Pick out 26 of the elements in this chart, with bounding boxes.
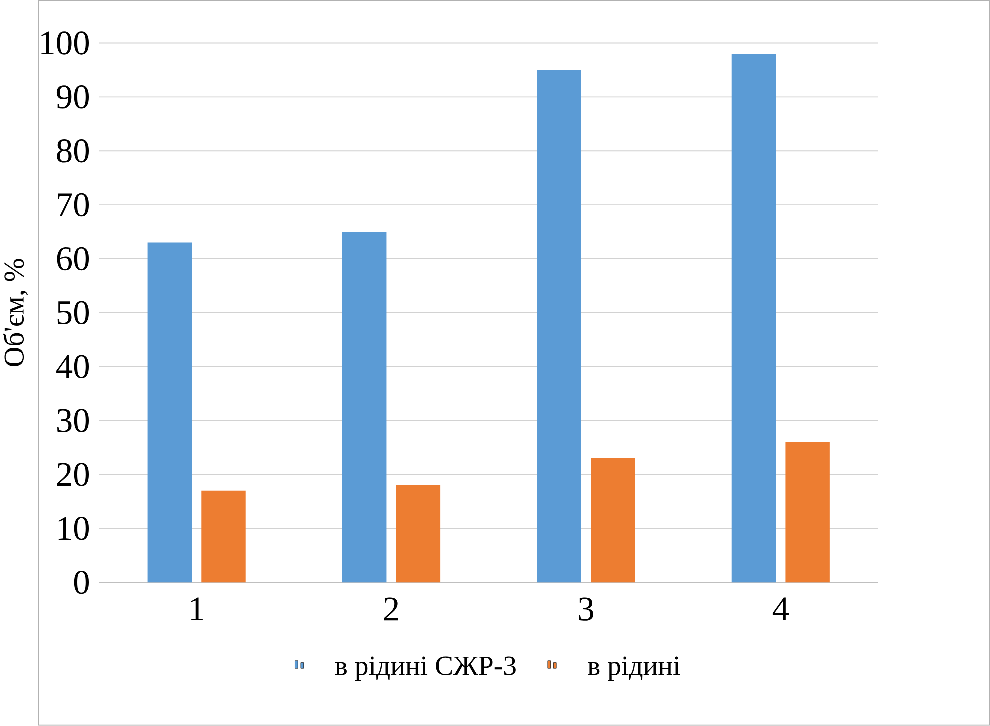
y-tick-label: 90 xyxy=(56,86,90,109)
y-tick-label: 70 xyxy=(58,193,90,217)
y-tick-label: 10 xyxy=(58,517,90,540)
bar xyxy=(396,486,441,583)
bar xyxy=(342,232,387,583)
legend-label: в рідині xyxy=(588,656,680,682)
y-tick-label: 40 xyxy=(56,355,90,379)
y-axis-title: Об'єм, % xyxy=(3,259,28,367)
y-tick-label: 80 xyxy=(57,140,90,163)
bar xyxy=(537,70,582,583)
bar xyxy=(591,458,636,583)
bar xyxy=(786,442,830,583)
y-tick-label: 60 xyxy=(57,247,90,271)
x-tick-label: 3 xyxy=(579,598,594,621)
x-tick-label: 1 xyxy=(191,598,204,621)
x-tick-label: 4 xyxy=(772,598,789,621)
x-tick-label: 2 xyxy=(384,598,398,621)
y-tick-label: 30 xyxy=(58,409,90,432)
bar xyxy=(202,490,246,583)
bar xyxy=(148,242,192,583)
y-tick-label: 20 xyxy=(57,463,90,486)
y-tick-label: 0 xyxy=(74,571,90,594)
y-tick-label: 100 xyxy=(42,32,90,55)
legend-label: в рідині СЖР-3 xyxy=(335,656,516,682)
bar xyxy=(732,54,776,583)
y-tick-label: 50 xyxy=(58,301,90,325)
